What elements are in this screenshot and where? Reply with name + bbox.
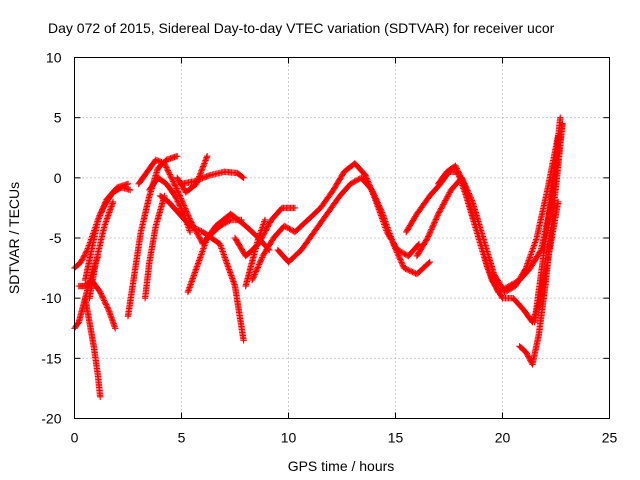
data-points	[178, 168, 247, 188]
x-tick-label: 10	[281, 430, 297, 446]
series-arc-13	[178, 168, 247, 188]
series-arc-15	[199, 210, 273, 254]
series-arc-17	[242, 216, 269, 290]
data-points	[274, 174, 433, 278]
x-tick-label: 25	[602, 430, 618, 446]
data-points	[135, 156, 207, 248]
series-arc-6	[86, 198, 117, 302]
series-arc-21	[413, 132, 562, 296]
chart-title: Day 072 of 2015, Sidereal Day-to-day VTE…	[48, 20, 555, 36]
y-axis-label: SDTVAR / TECUs	[6, 182, 22, 294]
data-points	[199, 210, 273, 254]
plot-frame	[74, 57, 610, 419]
series-arc-8	[141, 192, 168, 302]
data-points	[82, 180, 132, 284]
y-tick-label: -20	[41, 411, 61, 427]
data-points	[242, 216, 269, 290]
y-tick-label: 5	[54, 110, 62, 126]
series-arc-24	[531, 114, 564, 326]
y-tick-labels: -20 -15 -10 -5 0 5 10	[41, 50, 61, 427]
y-tick-label: -15	[41, 350, 61, 366]
data-points	[531, 114, 564, 326]
y-tick-label: -5	[49, 230, 62, 246]
data-points	[413, 132, 562, 296]
series-arc-11	[156, 192, 247, 344]
y-tick-label: 10	[46, 50, 62, 66]
series-arc-3	[82, 295, 104, 400]
series-arc-5	[82, 180, 132, 284]
data-layer	[71, 114, 566, 400]
data-points	[141, 192, 168, 302]
grid-lines	[74, 57, 610, 419]
x-tick-label: 5	[178, 430, 186, 446]
x-tick-label: 20	[495, 430, 511, 446]
data-points	[86, 198, 117, 302]
data-points	[156, 192, 247, 344]
series-arc-9	[135, 156, 207, 248]
x-tick-label: 0	[71, 430, 79, 446]
x-tick-labels: 0 5 10 15 20 25	[71, 430, 618, 446]
series-arc-23	[516, 120, 566, 368]
data-points	[82, 295, 104, 400]
x-axis-label: GPS time / hours	[288, 458, 395, 474]
y-tick-label: -10	[41, 290, 61, 306]
y-tick-label: 0	[54, 170, 62, 186]
data-points	[516, 120, 566, 368]
series-arc-19	[274, 174, 433, 278]
x-tick-label: 15	[388, 430, 404, 446]
